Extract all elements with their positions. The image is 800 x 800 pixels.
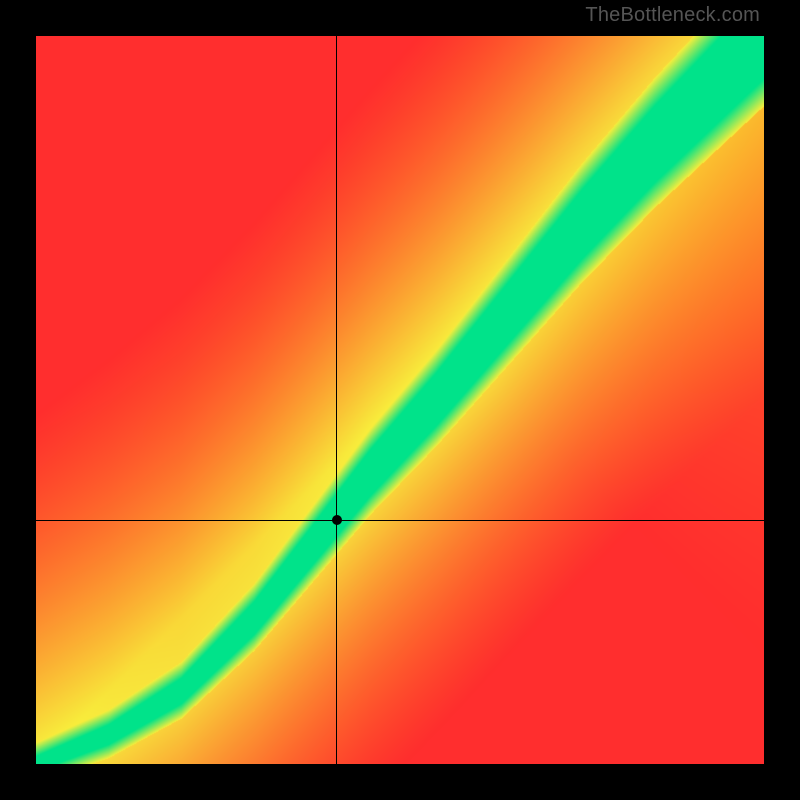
crosshair-vertical — [336, 36, 337, 764]
bottleneck-heatmap — [36, 36, 764, 764]
chart-frame: TheBottleneck.com — [0, 0, 800, 800]
marker-dot — [332, 515, 342, 525]
crosshair-horizontal — [36, 520, 764, 521]
plot-area — [36, 36, 764, 764]
attribution-text: TheBottleneck.com — [585, 4, 760, 27]
